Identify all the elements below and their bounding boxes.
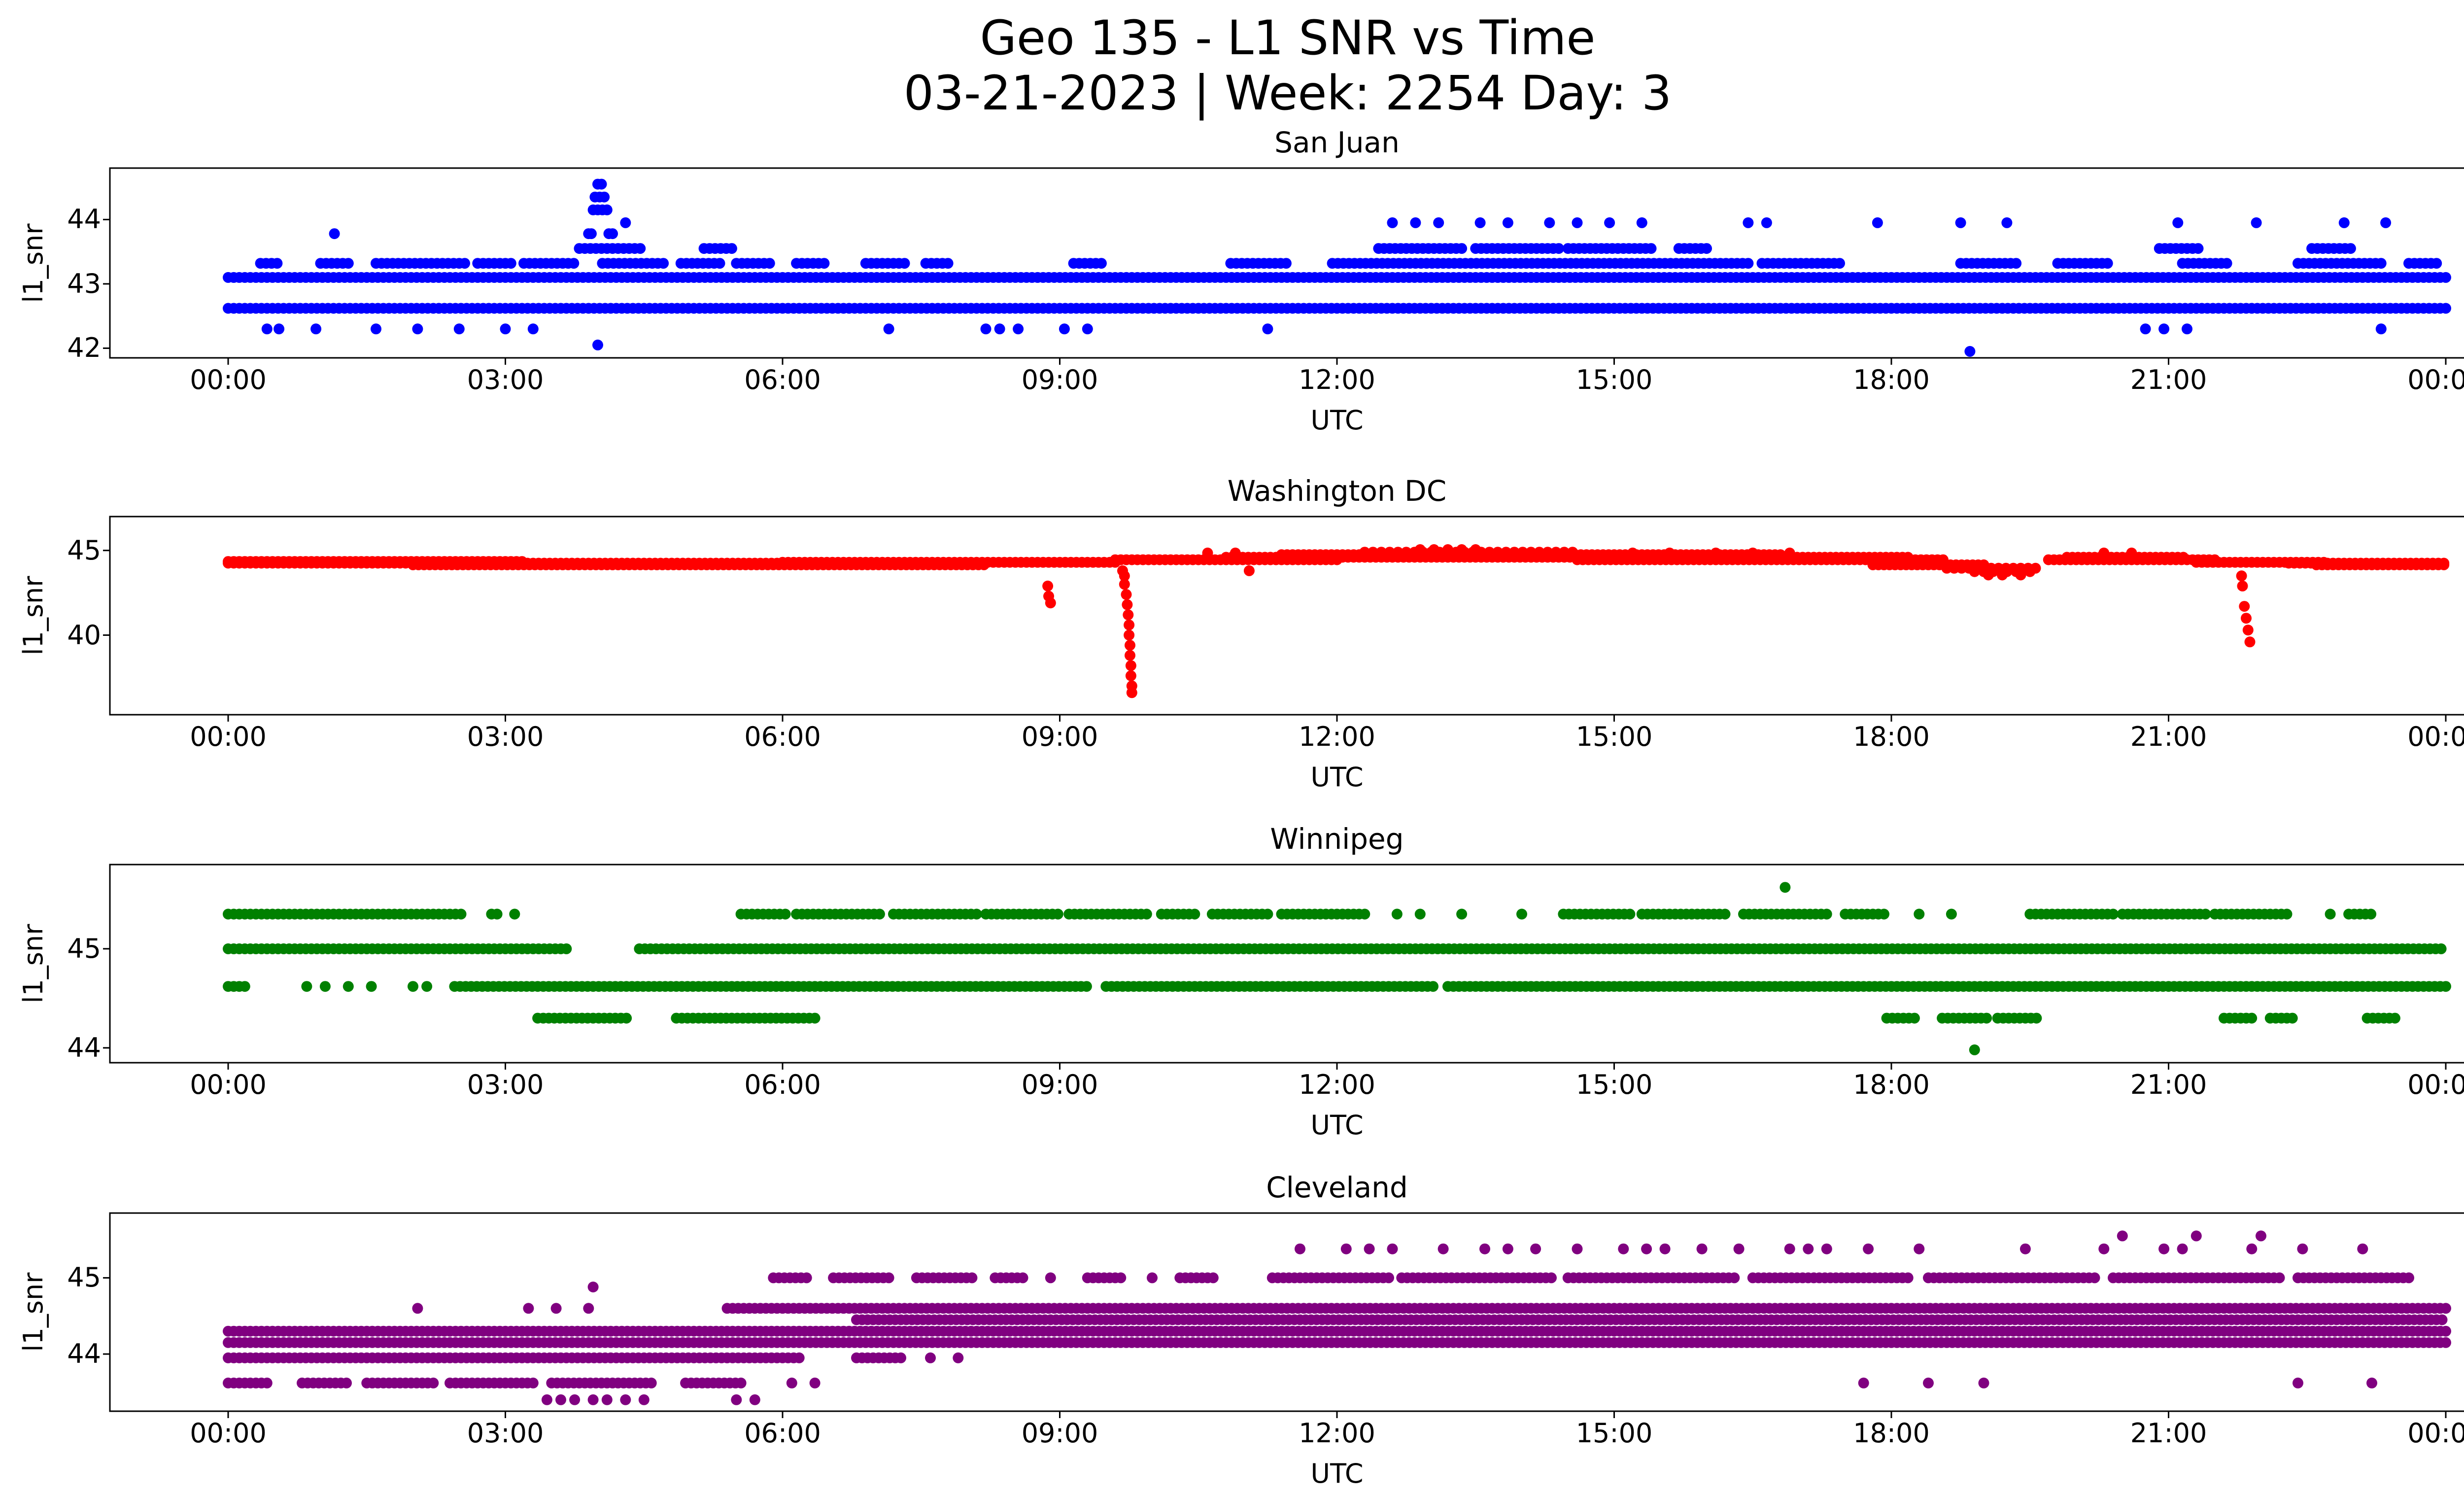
x-tick-label-san-juan-8: 00:00 <box>2407 364 2464 395</box>
x-tick-label-washington-dc-2: 06:00 <box>744 721 821 752</box>
axes-box-winnipeg <box>109 864 2464 1064</box>
figure-subtitle: 03-21-2023 | Week: 2254 Day: 3 <box>903 66 1672 121</box>
x-tick-label-san-juan-1: 03:00 <box>467 364 544 395</box>
y-tick-label-winnipeg-1: 45 <box>67 933 101 964</box>
subplot-title-washington-dc: Washington DC <box>1227 474 1447 508</box>
y-tick-label-cleveland-1: 45 <box>67 1262 101 1293</box>
x-tick-label-winnipeg-5: 15:00 <box>1575 1069 1653 1100</box>
x-tick-label-san-juan-0: 00:00 <box>190 364 267 395</box>
x-tick-label-san-juan-7: 21:00 <box>2130 364 2207 395</box>
x-tick-label-cleveland-2: 06:00 <box>744 1418 821 1449</box>
x-tick-label-cleveland-5: 15:00 <box>1575 1418 1653 1449</box>
x-tick-label-san-juan-2: 06:00 <box>744 364 821 395</box>
x-tick-label-san-juan-3: 09:00 <box>1021 364 1098 395</box>
subplot-title-winnipeg: Winnipeg <box>1270 822 1404 856</box>
x-tick-label-winnipeg-0: 00:00 <box>190 1069 267 1100</box>
x-tick-label-washington-dc-7: 21:00 <box>2130 721 2207 752</box>
y-tick-label-washington-dc-0: 40 <box>67 619 101 651</box>
y-tick-label-cleveland-0: 44 <box>67 1338 101 1370</box>
x-tick-label-winnipeg-3: 09:00 <box>1021 1069 1098 1100</box>
x-axis-label-cleveland: UTC <box>1310 1458 1364 1489</box>
x-tick-label-washington-dc-5: 15:00 <box>1575 721 1653 752</box>
x-tick-label-winnipeg-4: 12:00 <box>1299 1069 1375 1100</box>
x-tick-label-winnipeg-1: 03:00 <box>467 1069 544 1100</box>
scatter-series-cleveland <box>223 1230 2451 1405</box>
x-tick-label-washington-dc-1: 03:00 <box>467 721 544 752</box>
x-tick-label-cleveland-0: 00:00 <box>190 1418 267 1449</box>
y-tick-label-san-juan-0: 42 <box>67 332 101 364</box>
y-tick-label-san-juan-2: 44 <box>67 204 101 235</box>
subplot-title-san-juan: San Juan <box>1274 126 1400 159</box>
x-axis-label-san-juan: UTC <box>1310 405 1364 436</box>
x-tick-label-cleveland-1: 03:00 <box>467 1418 544 1449</box>
x-tick-label-winnipeg-2: 06:00 <box>744 1069 821 1100</box>
x-tick-label-washington-dc-3: 09:00 <box>1021 721 1098 752</box>
y-tick-label-winnipeg-0: 44 <box>67 1032 101 1063</box>
subplot-title-cleveland: Cleveland <box>1266 1171 1408 1204</box>
x-tick-label-washington-dc-4: 12:00 <box>1299 721 1375 752</box>
axes-box-washington-dc <box>109 516 2464 716</box>
x-tick-label-cleveland-7: 21:00 <box>2130 1418 2207 1449</box>
y-tick-label-washington-dc-1: 45 <box>67 534 101 566</box>
x-tick-label-san-juan-5: 15:00 <box>1575 364 1653 395</box>
x-tick-label-winnipeg-6: 18:00 <box>1853 1069 1930 1100</box>
x-axis-label-winnipeg: UTC <box>1310 1110 1364 1141</box>
x-tick-label-cleveland-8: 00:00 <box>2407 1418 2464 1449</box>
x-tick-label-cleveland-6: 18:00 <box>1853 1418 1930 1449</box>
x-axis-label-washington-dc: UTC <box>1310 762 1364 793</box>
x-tick-label-washington-dc-8: 00:00 <box>2407 721 2464 752</box>
y-axis-label-winnipeg: l1_snr <box>18 924 49 1004</box>
x-tick-label-winnipeg-7: 21:00 <box>2130 1069 2207 1100</box>
x-tick-label-san-juan-6: 18:00 <box>1853 364 1930 395</box>
x-tick-label-cleveland-4: 12:00 <box>1299 1418 1375 1449</box>
figure-title: Geo 135 - L1 SNR vs Time <box>980 10 1596 66</box>
scatter-series-washington-dc <box>223 544 2450 698</box>
scatter-series-san-juan <box>223 178 2451 357</box>
x-tick-label-washington-dc-0: 00:00 <box>190 721 267 752</box>
y-tick-label-san-juan-1: 43 <box>67 268 101 299</box>
x-tick-label-cleveland-3: 09:00 <box>1021 1418 1098 1449</box>
x-tick-label-washington-dc-6: 18:00 <box>1853 721 1930 752</box>
scatter-series-winnipeg <box>223 882 2451 1055</box>
x-tick-label-san-juan-4: 12:00 <box>1299 364 1375 395</box>
x-tick-label-winnipeg-8: 00:00 <box>2407 1069 2464 1100</box>
